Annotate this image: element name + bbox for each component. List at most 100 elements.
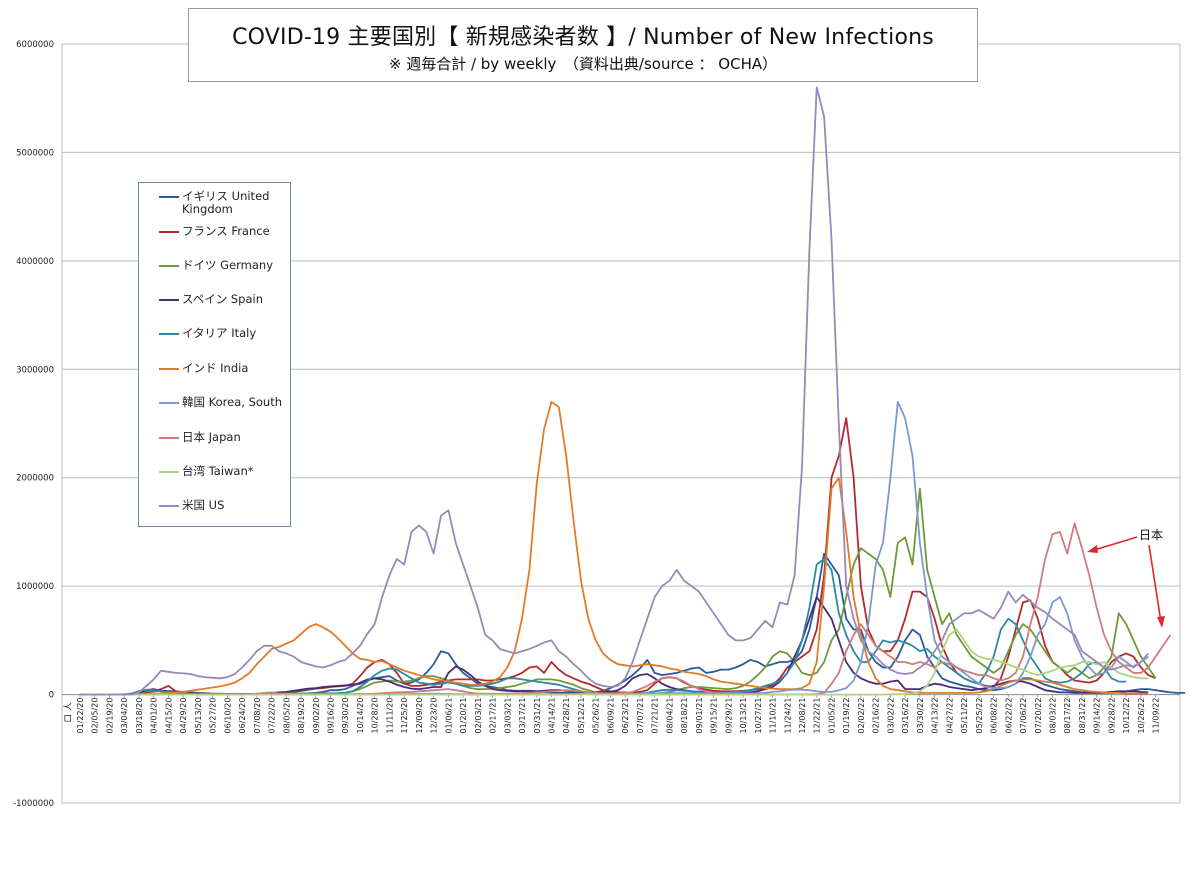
x-tick-label: 02/03/21	[474, 698, 483, 734]
series-line-5	[80, 400, 1149, 696]
x-tick-label: 02/02/22	[857, 698, 866, 734]
x-tick-label: 04/27/22	[945, 698, 954, 734]
x-tick-label: 10/27/21	[754, 698, 763, 734]
x-tick-label: 10/14/20	[356, 698, 365, 734]
x-axis-start-label: ロ 人	[63, 702, 74, 723]
legend-swatch	[159, 333, 179, 335]
x-tick-label: 09/28/22	[1107, 698, 1116, 734]
series-line-9	[80, 86, 1149, 696]
x-tick-label: 05/13/20	[194, 698, 203, 734]
legend-label: 米国 US	[182, 498, 225, 512]
x-tick-label: 08/19/20	[297, 698, 306, 734]
x-tick-label: 10/26/22	[1137, 698, 1146, 734]
x-tick-label: 03/30/22	[916, 698, 925, 734]
x-tick-label: 03/17/21	[518, 698, 527, 734]
x-tick-label: 11/11/20	[385, 698, 394, 734]
series-line-7	[80, 522, 1172, 696]
x-tick-label: 03/18/20	[135, 698, 144, 734]
x-tick-label: 05/27/20	[209, 698, 218, 734]
x-tick-label: 12/23/20	[430, 698, 439, 734]
x-tick-label: 07/06/22	[1019, 698, 1028, 734]
x-tick-label: 06/10/20	[223, 698, 232, 734]
annotation-arrowhead-left	[1087, 545, 1098, 553]
x-tick-label: 05/12/21	[577, 698, 586, 734]
legend-swatch	[159, 437, 179, 439]
x-tick-label: 06/22/22	[1004, 698, 1013, 734]
x-tick-label: 01/20/21	[459, 698, 468, 734]
legend-swatch	[159, 299, 179, 301]
x-tick-label: 03/02/22	[886, 698, 895, 734]
x-tick-label: 04/15/20	[164, 698, 173, 734]
x-tick-label: 11/10/21	[769, 698, 778, 734]
annotation-arrow-right	[1148, 544, 1162, 623]
y-tick-label: 2000000	[16, 474, 54, 484]
y-tick-label: 5000000	[16, 148, 54, 158]
x-tick-label: 09/01/21	[695, 698, 704, 734]
series-line-8	[80, 628, 1149, 696]
x-tick-label: 04/14/21	[548, 698, 557, 734]
x-tick-label: 08/18/21	[680, 698, 689, 734]
x-tick-label: 03/04/20	[120, 698, 129, 734]
legend-swatch	[159, 265, 179, 267]
x-tick-label: 02/16/22	[872, 698, 881, 734]
x-tick-label: 05/25/22	[975, 698, 984, 734]
x-tick-label: 06/23/21	[621, 698, 630, 734]
legend-label: 台湾 Taiwan*	[182, 464, 254, 478]
chart-subtitle: ※ 週毎合計 / by weekly （資料出典/source ： OCHA）	[388, 55, 778, 73]
x-tick-label: 07/08/20	[253, 698, 262, 734]
x-tick-label: 08/31/22	[1078, 698, 1087, 734]
legend-swatch	[159, 402, 179, 404]
x-tick-label: 08/05/20	[282, 698, 291, 734]
x-tick-label: 04/28/21	[562, 698, 571, 734]
legend-label: インド India	[182, 361, 249, 375]
x-tick-label: 04/13/22	[931, 698, 940, 734]
series-lines	[80, 86, 1186, 696]
x-tick-label: 01/05/22	[827, 698, 836, 734]
x-tick-label: 07/21/21	[651, 698, 660, 734]
y-tick-label: 6000000	[16, 40, 54, 50]
x-tick-label: 10/12/22	[1122, 698, 1131, 734]
x-tick-label: 03/03/21	[503, 698, 512, 734]
annotation-arrow-left	[1090, 536, 1138, 552]
x-tick-label: 11/24/21	[783, 698, 792, 734]
x-axis-ticks: 01/22/20 02/05/20 02/19/20 03/04/20 03/18/20…	[76, 694, 1161, 734]
x-tick-label: 02/17/21	[489, 698, 498, 734]
x-tick-label: 09/29/21	[724, 698, 733, 734]
x-tick-label: 10/13/21	[739, 698, 748, 734]
x-tick-label: 08/04/21	[665, 698, 674, 734]
legend-label: フランス France	[182, 224, 270, 238]
legend-swatch	[159, 368, 179, 370]
y-tick-label: 4000000	[16, 257, 54, 267]
y-tick-label: 0	[49, 691, 54, 701]
x-tick-label: 06/09/21	[606, 698, 615, 734]
x-tick-label: 05/11/22	[960, 698, 969, 734]
x-tick-label: 12/22/21	[813, 698, 822, 734]
x-tick-label: 07/20/22	[1034, 698, 1043, 734]
legend-label: 日本 Japan	[182, 430, 241, 444]
x-tick-label: 11/25/20	[400, 698, 409, 734]
x-tick-label: 12/09/20	[415, 698, 424, 734]
legend-swatch	[159, 505, 179, 507]
y-tick-label: 1000000	[16, 582, 54, 592]
annotation-japan: 日本	[1139, 528, 1164, 542]
x-tick-label: 09/02/20	[312, 698, 321, 734]
x-tick-label: 10/28/20	[371, 698, 380, 734]
legend: イギリス United Kingdom フランス France ドイツ German…	[138, 182, 291, 527]
x-tick-label: 09/14/22	[1093, 698, 1102, 734]
y-tick-label: 3000000	[16, 365, 54, 375]
legend-label: スペイン Spain	[182, 292, 263, 306]
legend-label: イタリア Italy	[182, 326, 257, 340]
x-tick-label: 11/09/22	[1152, 698, 1161, 734]
x-tick-label: 03/16/22	[901, 698, 910, 734]
x-tick-label: 04/01/20	[150, 698, 159, 734]
x-tick-label: 06/24/20	[238, 698, 247, 734]
legend-swatch	[159, 471, 179, 473]
x-tick-label: 05/26/21	[592, 698, 601, 734]
legend-label: ドイツ Germany	[182, 258, 274, 272]
chart-title-box: COVID-19 主要国別【 新規感染者数 】/ Number of New I…	[188, 8, 978, 82]
x-tick-label: 08/17/22	[1063, 698, 1072, 734]
y-axis-ticks: -1000000 0 1000000 2000000 3000000 4000000 500…	[13, 40, 54, 809]
x-tick-label: 09/15/21	[710, 698, 719, 734]
x-tick-label: 02/19/20	[105, 698, 114, 734]
